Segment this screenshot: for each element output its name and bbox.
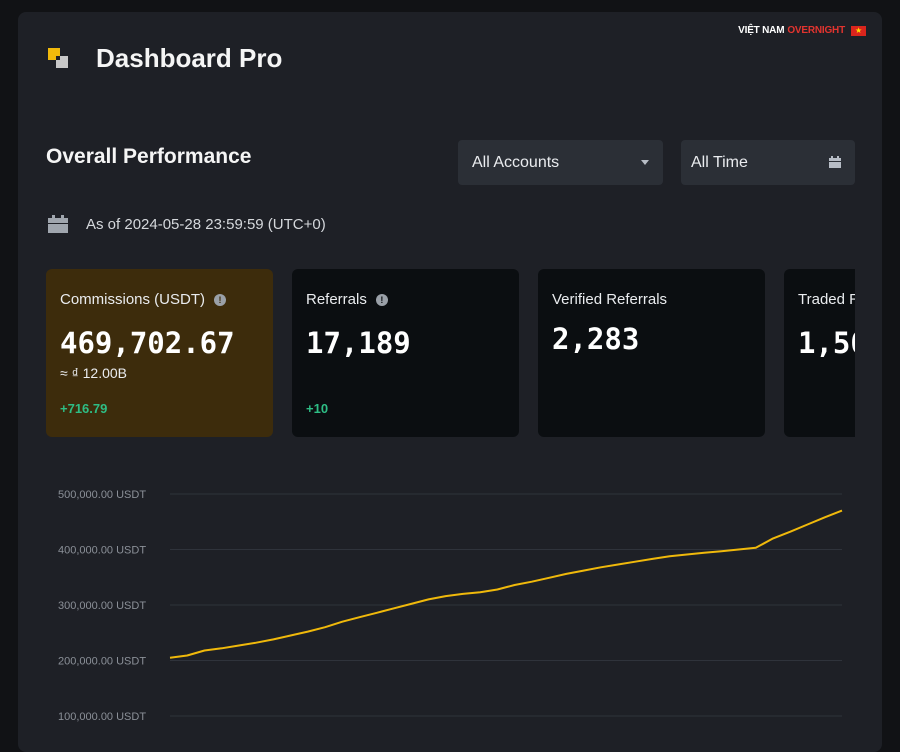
time-filter-select[interactable]: All Time [681, 140, 855, 185]
card-delta: +716.79 [60, 401, 108, 416]
card-label: Verified Referrals [552, 291, 751, 308]
card-label: Referrals ! [306, 291, 505, 308]
card-traded-referrals[interactable]: Traded Referrals 1,50 [784, 269, 855, 437]
caret-down-icon [641, 160, 649, 165]
y-tick-label: 500,000.00 USDT [58, 489, 146, 501]
card-delta: +10 [306, 401, 329, 416]
card-value: 1,50 [798, 326, 855, 360]
info-icon[interactable]: ! [375, 293, 388, 306]
chart-grid [170, 493, 842, 717]
info-icon[interactable]: ! [214, 293, 227, 306]
card-label: Traded Referrals [798, 291, 855, 308]
card-verified-referrals[interactable]: Verified Referrals 2,283 [538, 269, 765, 437]
card-label-text: Verified Referrals [552, 291, 668, 308]
card-label-text: Commissions (USDT) [60, 291, 206, 308]
stats-cards-carousel[interactable]: Commissions (USDT) ! 469,702.67 ≈ ₫ 12.0… [46, 269, 855, 439]
dashboard-panel: VIỆT NAM OVERNIGHT ★ Dashboard Pro Overa… [18, 12, 882, 752]
commissions-line-chart[interactable]: 500,000.00 USDT 400,000.00 USDT 300,000.00… [18, 472, 882, 752]
card-label: Commissions (USDT) ! [60, 291, 259, 308]
card-referrals[interactable]: Referrals ! 17,189 +10 [292, 269, 519, 437]
card-label-text: Referrals [306, 291, 367, 308]
binance-logo-icon [48, 48, 70, 70]
calendar-icon [48, 215, 68, 233]
account-filter-select[interactable]: All Accounts [458, 140, 663, 185]
card-value: 17,189 [306, 326, 411, 360]
time-filter-value: All Time [691, 153, 748, 171]
vietnam-flag-icon: ★ [851, 25, 866, 36]
card-approx-value: ≈ ₫ 12.00B [60, 365, 128, 381]
card-value: 469,702.67 [60, 326, 235, 360]
card-label-text: Traded Referrals [798, 291, 855, 308]
y-tick-label: 300,000.00 USDT [58, 600, 146, 612]
page-title: Dashboard Pro [96, 43, 283, 73]
chart-y-axis: 500,000.00 USDT 400,000.00 USDT 300,000.00… [58, 489, 146, 723]
watermark-text-2: OVERNIGHT [787, 25, 845, 36]
section-title: Overall Performance [46, 145, 252, 168]
card-value: 2,283 [552, 322, 640, 356]
watermark: VIỆT NAM OVERNIGHT ★ [738, 25, 866, 36]
account-filter-value: All Accounts [472, 153, 560, 171]
calendar-icon [829, 156, 841, 168]
card-commissions[interactable]: Commissions (USDT) ! 469,702.67 ≈ ₫ 12.0… [46, 269, 273, 437]
as-of-timestamp: As of 2024-05-28 23:59:59 (UTC+0) [48, 215, 326, 233]
watermark-text-1: VIỆT NAM [738, 25, 785, 36]
y-tick-label: 400,000.00 USDT [58, 545, 146, 557]
y-tick-label: 200,000.00 USDT [58, 656, 146, 668]
commissions-series-line [169, 509, 843, 659]
y-tick-label: 100,000.00 USDT [58, 711, 146, 723]
as-of-text: As of 2024-05-28 23:59:59 (UTC+0) [86, 216, 326, 233]
